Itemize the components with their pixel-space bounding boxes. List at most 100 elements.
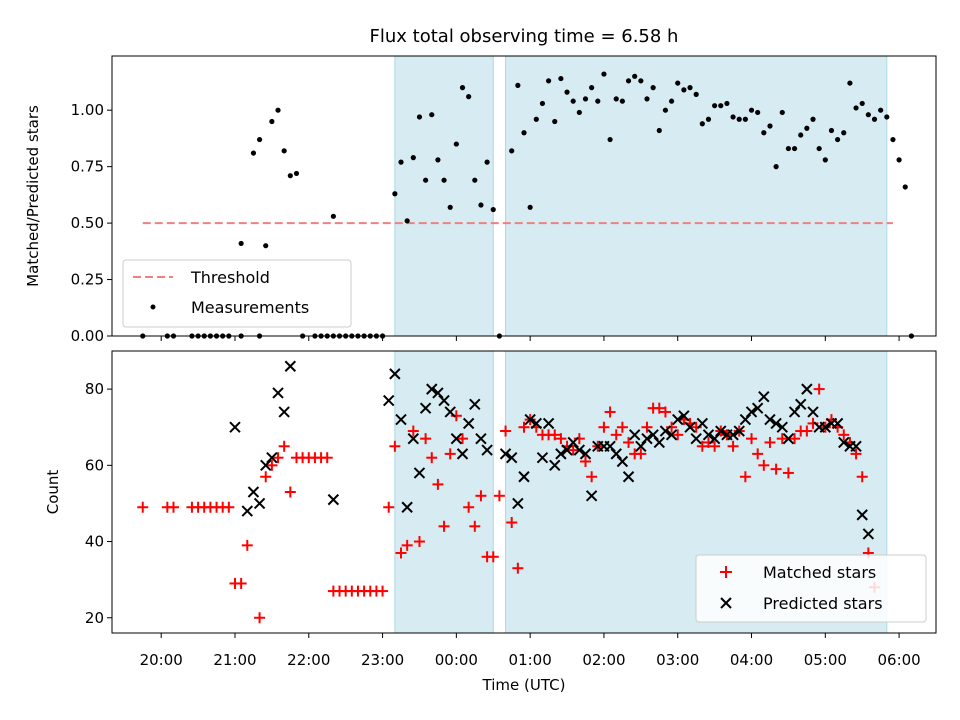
matched-point (746, 433, 758, 445)
measurement-point (281, 148, 287, 154)
measurement-point (558, 75, 564, 82)
matched-point (426, 452, 438, 464)
predicted-point (229, 421, 241, 433)
matched-point (401, 539, 413, 551)
predicted-point (831, 417, 844, 430)
predicted-point (579, 448, 592, 460)
top-points (140, 71, 915, 339)
matched-point (641, 421, 653, 433)
predicted-point (469, 398, 481, 411)
measurement-point (638, 78, 644, 84)
measurement-point (884, 114, 890, 120)
matched-point (266, 459, 278, 471)
matched-point (321, 452, 333, 464)
measurement-point (570, 98, 576, 104)
matched-point (235, 577, 247, 589)
measurement-point (779, 109, 785, 116)
predicted-point (604, 440, 616, 452)
matched-point (758, 459, 770, 471)
predicted-point (622, 471, 635, 483)
predicted-point (266, 451, 278, 464)
predicted-point (850, 440, 862, 452)
measurement-point (699, 121, 705, 127)
matched-point (407, 425, 419, 437)
predicted-point (395, 413, 407, 426)
matched-point (696, 440, 708, 452)
matched-point (856, 471, 868, 483)
predicted-point (475, 432, 487, 445)
predicted-point (672, 413, 684, 426)
predicted-point (481, 444, 493, 456)
measurement-point (810, 116, 816, 122)
predicted-point (567, 436, 579, 449)
matched-point (512, 562, 524, 574)
predicted-point (426, 383, 438, 395)
matched-point (653, 402, 665, 414)
matched-point (555, 433, 567, 445)
matched-point (377, 585, 389, 597)
matched-point (413, 536, 425, 548)
predicted-point (462, 417, 475, 430)
matched-point (475, 490, 487, 502)
predicted-point (647, 429, 659, 441)
predicted-point (260, 459, 272, 472)
measurement-point (773, 164, 779, 170)
predicted-point (284, 360, 297, 372)
x-axis-label: Time (UTC) (482, 676, 566, 694)
predicted-point (690, 432, 702, 445)
measurement-point (238, 240, 244, 247)
measurement-point (472, 177, 478, 183)
predicted-point (727, 429, 739, 441)
matched-point (438, 520, 450, 532)
y-tick-label: 20 (85, 609, 104, 627)
matched-point (739, 471, 751, 483)
matched-point (770, 463, 782, 475)
matched-point (598, 421, 610, 433)
matched-point (493, 490, 505, 502)
measurement-point (761, 130, 767, 136)
predicted-point (419, 402, 432, 414)
predicted-point (499, 448, 512, 460)
predicted-point (530, 417, 543, 430)
measurement-point (650, 85, 656, 91)
x-tick-label: 01:00 (509, 651, 552, 669)
matched-point (389, 440, 401, 452)
bottom-axes-frame (111, 350, 937, 634)
predicted-point (585, 490, 598, 502)
matched-point (260, 471, 272, 483)
legend-threshold-label: Threshold (190, 268, 270, 287)
predicted-point (512, 497, 524, 510)
matched-point (487, 551, 499, 563)
measurement-point (509, 148, 515, 154)
matched-point (635, 448, 647, 460)
measurement-point (896, 157, 902, 163)
measurement-point (416, 114, 423, 120)
matched-point (567, 444, 579, 456)
x-tick-label: 23:00 (361, 651, 404, 669)
x-tick-label: 22:00 (287, 651, 330, 669)
legend-measurements-swatch (150, 304, 156, 310)
matched-point (420, 433, 432, 445)
predicted-point (659, 425, 672, 437)
measurement-point (736, 116, 742, 122)
y-tick-label: 1.00 (71, 101, 104, 119)
matched-point (500, 425, 512, 437)
predicted-point (456, 448, 469, 460)
predicted-point (573, 444, 586, 456)
predicted-point (715, 425, 727, 437)
predicted-point (782, 432, 795, 445)
measurement-point (459, 85, 466, 91)
measurement-point (490, 206, 496, 213)
x-tick-label: 02:00 (582, 651, 625, 669)
measurement-point (545, 78, 552, 84)
predicted-point (635, 440, 647, 452)
predicted-point (702, 429, 715, 441)
x-tick-label: 03:00 (656, 651, 699, 669)
predicted-point (628, 429, 641, 441)
measurement-point (724, 100, 730, 107)
measurement-point (293, 170, 300, 177)
matched-point (659, 406, 671, 418)
predicted-point (708, 432, 721, 445)
bottom-y-ticks: 20 40 60 80 (85, 380, 112, 627)
bottom-y-axis-label: Count (44, 470, 62, 515)
